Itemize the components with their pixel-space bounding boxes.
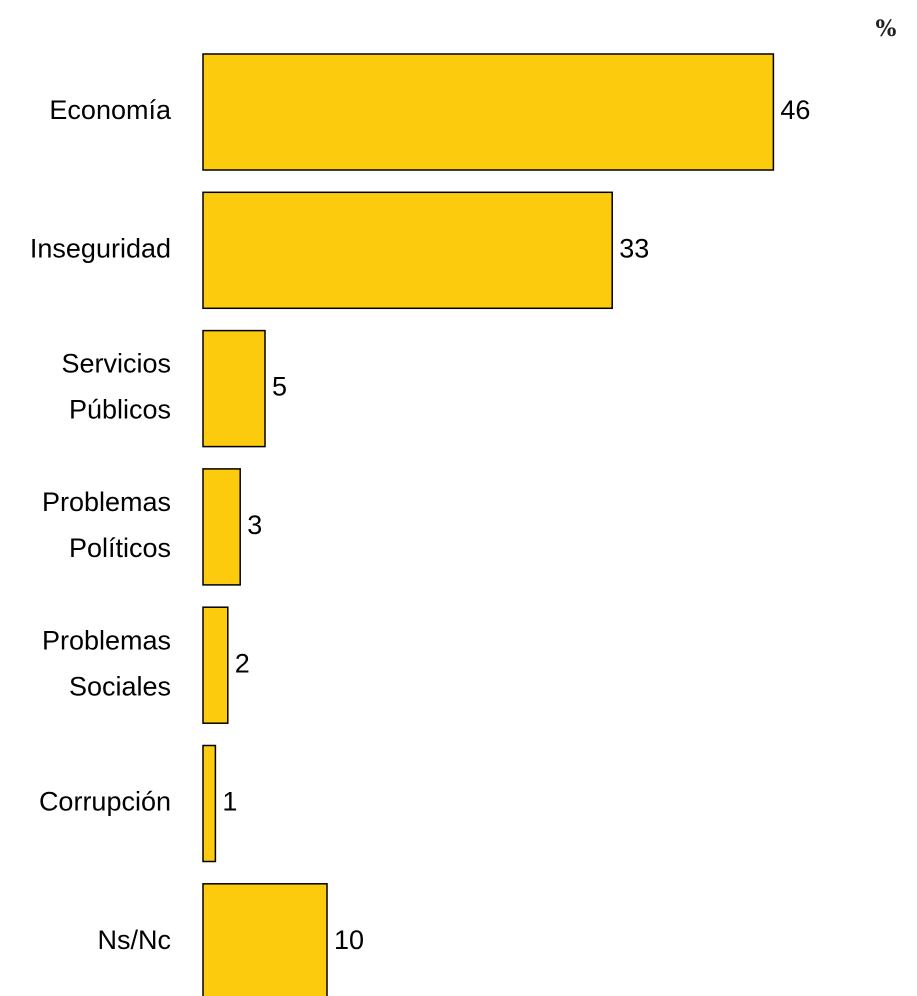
category-label: Políticos (69, 533, 171, 563)
bar-0 (202, 53, 775, 171)
value-label: 5 (272, 372, 287, 402)
unit-label: % (876, 16, 897, 42)
category-label: Sociales (69, 671, 171, 701)
bar-3 (202, 468, 241, 586)
value-label: 1 (222, 787, 237, 817)
value-label: 10 (334, 925, 364, 955)
value-label: 2 (235, 648, 250, 678)
category-label: Servicios (61, 349, 171, 379)
bar-1 (202, 191, 613, 310)
value-label: 3 (247, 510, 262, 540)
value-label: 33 (619, 233, 649, 263)
category-label: Corrupción (39, 787, 171, 817)
value-label: 46 (780, 95, 810, 125)
bars-group: Economía 46 Inseguridad 33 Servicios Públicos… (30, 53, 810, 996)
bar-5 (202, 744, 217, 863)
category-label: Problemas (42, 625, 171, 655)
category-label: Economía (49, 95, 172, 125)
bar-2 (202, 329, 266, 448)
category-label: Problemas (42, 487, 171, 517)
bar-4 (202, 606, 229, 724)
category-label: Inseguridad (30, 233, 171, 263)
category-label: Públicos (69, 395, 171, 425)
bar-6 (202, 883, 328, 996)
category-label: Ns/Nc (98, 925, 172, 955)
